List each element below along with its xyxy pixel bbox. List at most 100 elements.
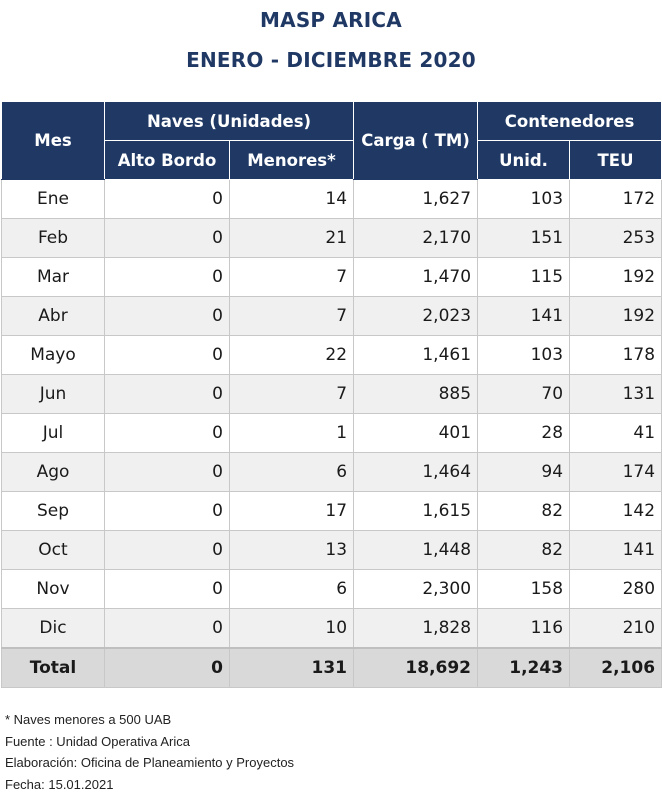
cell-alto-bordo: 0 — [105, 297, 230, 336]
cell-carga: 1,615 — [354, 492, 478, 531]
cell-menores: 7 — [230, 258, 354, 297]
cell-carga: 1,828 — [354, 609, 478, 649]
cell-alto-bordo: 0 — [105, 219, 230, 258]
cell-teu: 192 — [570, 258, 662, 297]
cell-mes: Sep — [2, 492, 105, 531]
cell-teu: 141 — [570, 531, 662, 570]
header-teu: TEU — [570, 141, 662, 180]
total-unid: 1,243 — [478, 648, 570, 688]
cell-alto-bordo: 0 — [105, 453, 230, 492]
cell-mes: Ago — [2, 453, 105, 492]
cell-unid: 116 — [478, 609, 570, 649]
table-row: Dic 0 10 1,828 116 210 — [2, 609, 662, 649]
cell-teu: 178 — [570, 336, 662, 375]
cell-carga: 1,461 — [354, 336, 478, 375]
footnote-elaboracion: Elaboración: Oficina de Planeamiento y P… — [5, 752, 294, 774]
cell-carga: 885 — [354, 375, 478, 414]
cell-mes: Abr — [2, 297, 105, 336]
table-row: Ago 0 6 1,464 94 174 — [2, 453, 662, 492]
cell-alto-bordo: 0 — [105, 375, 230, 414]
cell-mes: Mar — [2, 258, 105, 297]
cell-menores: 7 — [230, 297, 354, 336]
table-row: Ene 0 14 1,627 103 172 — [2, 180, 662, 219]
cell-alto-bordo: 0 — [105, 180, 230, 219]
cell-unid: 151 — [478, 219, 570, 258]
table-row: Sep 0 17 1,615 82 142 — [2, 492, 662, 531]
header-carga: Carga ( TM) — [354, 102, 478, 180]
cell-carga: 401 — [354, 414, 478, 453]
cell-alto-bordo: 0 — [105, 414, 230, 453]
footnote-naves-menores: * Naves menores a 500 UAB — [5, 709, 294, 731]
cell-carga: 2,170 — [354, 219, 478, 258]
cell-unid: 28 — [478, 414, 570, 453]
cell-menores: 6 — [230, 453, 354, 492]
cell-carga: 2,300 — [354, 570, 478, 609]
table-row: Mayo 0 22 1,461 103 178 — [2, 336, 662, 375]
cell-teu: 253 — [570, 219, 662, 258]
table-row: Nov 0 6 2,300 158 280 — [2, 570, 662, 609]
cell-teu: 174 — [570, 453, 662, 492]
cell-carga: 2,023 — [354, 297, 478, 336]
header-unid: Unid. — [478, 141, 570, 180]
cell-unid: 115 — [478, 258, 570, 297]
table-body: Ene 0 14 1,627 103 172 Feb 0 21 2,170 15… — [2, 180, 662, 688]
report-period: ENERO - DICIEMBRE 2020 — [0, 48, 662, 72]
footnote-fecha: Fecha: 15.01.2021 — [5, 774, 294, 795]
cell-mes: Nov — [2, 570, 105, 609]
cell-unid: 158 — [478, 570, 570, 609]
statistics-table: Mes Naves (Unidades) Carga ( TM) Contene… — [1, 101, 662, 688]
cell-mes: Ene — [2, 180, 105, 219]
table-row: Jun 0 7 885 70 131 — [2, 375, 662, 414]
header-naves-group: Naves (Unidades) — [105, 102, 354, 141]
cell-menores: 14 — [230, 180, 354, 219]
cell-menores: 7 — [230, 375, 354, 414]
header-menores: Menores* — [230, 141, 354, 180]
total-row: Total 0 131 18,692 1,243 2,106 — [2, 648, 662, 688]
cell-menores: 17 — [230, 492, 354, 531]
cell-teu: 131 — [570, 375, 662, 414]
table-row: Feb 0 21 2,170 151 253 — [2, 219, 662, 258]
cell-carga: 1,464 — [354, 453, 478, 492]
cell-mes: Jul — [2, 414, 105, 453]
table-row: Mar 0 7 1,470 115 192 — [2, 258, 662, 297]
footnote-fuente: Fuente : Unidad Operativa Arica — [5, 731, 294, 753]
total-alto-bordo: 0 — [105, 648, 230, 688]
cell-alto-bordo: 0 — [105, 531, 230, 570]
table-row: Oct 0 13 1,448 82 141 — [2, 531, 662, 570]
cell-unid: 103 — [478, 336, 570, 375]
cell-teu: 280 — [570, 570, 662, 609]
cell-teu: 172 — [570, 180, 662, 219]
cell-alto-bordo: 0 — [105, 570, 230, 609]
cell-alto-bordo: 0 — [105, 336, 230, 375]
cell-unid: 141 — [478, 297, 570, 336]
table-row: Jul 0 1 401 28 41 — [2, 414, 662, 453]
cell-carga: 1,448 — [354, 531, 478, 570]
cell-mes: Dic — [2, 609, 105, 649]
cell-carga: 1,470 — [354, 258, 478, 297]
cell-unid: 94 — [478, 453, 570, 492]
cell-carga: 1,627 — [354, 180, 478, 219]
cell-teu: 192 — [570, 297, 662, 336]
cell-alto-bordo: 0 — [105, 492, 230, 531]
cell-mes: Feb — [2, 219, 105, 258]
cell-menores: 1 — [230, 414, 354, 453]
header-contenedores-group: Contenedores — [478, 102, 662, 141]
total-menores: 131 — [230, 648, 354, 688]
cell-unid: 82 — [478, 531, 570, 570]
header-mes: Mes — [2, 102, 105, 180]
total-teu: 2,106 — [570, 648, 662, 688]
cell-menores: 21 — [230, 219, 354, 258]
cell-mes: Mayo — [2, 336, 105, 375]
cell-unid: 82 — [478, 492, 570, 531]
footnotes: * Naves menores a 500 UAB Fuente : Unida… — [5, 709, 294, 795]
cell-menores: 22 — [230, 336, 354, 375]
cell-alto-bordo: 0 — [105, 258, 230, 297]
cell-teu: 41 — [570, 414, 662, 453]
cell-teu: 210 — [570, 609, 662, 649]
cell-mes: Oct — [2, 531, 105, 570]
cell-alto-bordo: 0 — [105, 609, 230, 649]
total-label: Total — [2, 648, 105, 688]
cell-menores: 13 — [230, 531, 354, 570]
total-carga: 18,692 — [354, 648, 478, 688]
cell-menores: 10 — [230, 609, 354, 649]
